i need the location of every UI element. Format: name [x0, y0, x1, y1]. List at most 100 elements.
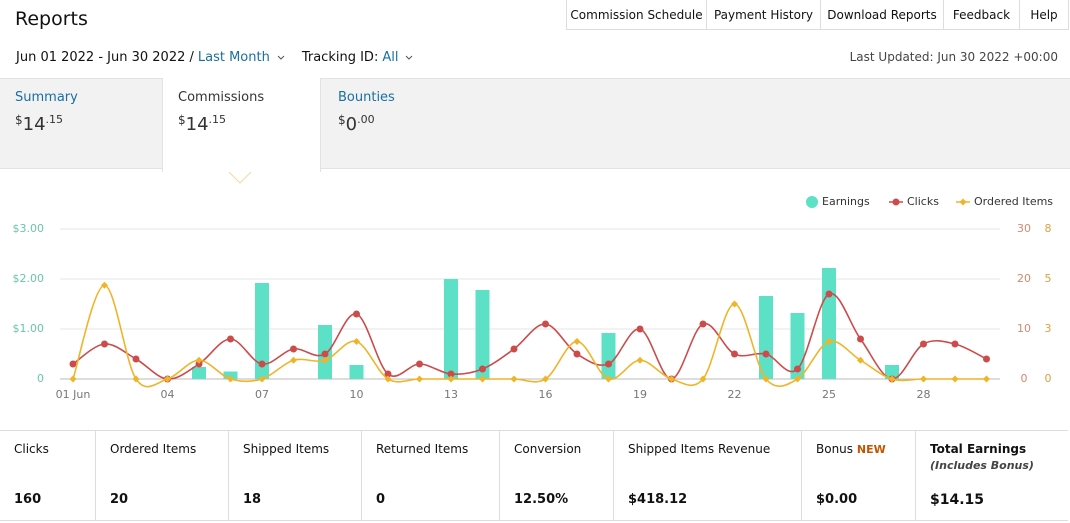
- line: [72, 284, 987, 388]
- point: [794, 365, 801, 373]
- amount-fraction: .00: [357, 113, 375, 126]
- stat-label: Ordered Items: [110, 442, 197, 456]
- point: [920, 340, 927, 348]
- point: [605, 375, 612, 383]
- stat: Bonus NEW $0.00: [802, 431, 916, 520]
- stat: Clicks 160: [0, 431, 96, 520]
- point: [951, 340, 959, 348]
- stat-value: $418.12: [628, 492, 688, 507]
- amount: 14: [185, 114, 209, 135]
- x-tick-label: 28: [917, 388, 931, 401]
- bar: [223, 371, 238, 379]
- y3-tick-label: 8: [1045, 222, 1052, 235]
- bar: [759, 296, 773, 379]
- stat-value: 12.50%: [514, 492, 569, 507]
- bar: [822, 268, 836, 379]
- chevron: [406, 55, 413, 60]
- point: [227, 335, 234, 343]
- tab[interactable]: Bounties $0.00: [323, 78, 483, 172]
- amount-fraction: .15: [45, 113, 64, 126]
- point: [542, 375, 549, 383]
- y-tick-label: $3.00: [13, 222, 45, 235]
- nav-button[interactable]: Commission Schedule: [566, 0, 707, 30]
- point: [983, 375, 990, 383]
- point: [132, 375, 140, 383]
- tab-label: Commissions: [178, 90, 265, 105]
- point: [101, 340, 108, 348]
- page-title: Reports: [15, 8, 88, 30]
- stat-label: Clicks: [14, 442, 49, 456]
- filter-bar: Jun 01 2022 - Jun 30 2022 / Last Month T…: [16, 50, 416, 65]
- tracking-label: Tracking ID:: [301, 50, 379, 65]
- amount-fraction: .15: [208, 113, 227, 126]
- x-tick-label: 19: [633, 388, 647, 401]
- stat-value: $0.00: [816, 492, 858, 507]
- chart: 0 $1.00 $2.00 $3.00 0 10 20 30 0 3 5 8 01 Jun 04 07 10 1…: [13, 171, 1053, 401]
- x-tick-label: 22: [728, 388, 742, 401]
- tab-label: Bounties: [338, 90, 395, 105]
- bar: [601, 333, 616, 379]
- tab-caret: [228, 171, 252, 184]
- y-tick-label: $1.00: [13, 322, 45, 335]
- point: [762, 350, 770, 358]
- point: [321, 350, 329, 358]
- point: [794, 375, 801, 383]
- stat-label: Shipped Items Revenue: [628, 442, 771, 456]
- date-range: Jun 01 2022 - Jun 30 2022 /: [16, 50, 194, 65]
- point: [857, 335, 864, 343]
- period-link[interactable]: Last Month: [197, 50, 270, 65]
- point: [195, 360, 203, 368]
- tab-active[interactable]: Commissions $14.15: [162, 78, 321, 172]
- y2-tick-label: 30: [1017, 222, 1031, 235]
- stat: Ordered Items 20: [96, 431, 229, 520]
- x-tick-label: 10: [350, 388, 364, 401]
- point: [542, 320, 549, 328]
- last-updated: Last Updated: Jun 30 2022 +00:00: [849, 50, 1058, 64]
- line: [72, 292, 987, 380]
- point: [762, 375, 770, 383]
- bar: [444, 279, 458, 379]
- x-tick-label: 07: [255, 388, 269, 401]
- point: [290, 356, 297, 364]
- stat-label: Returned Items: [376, 442, 469, 456]
- point: [290, 345, 297, 353]
- nav-button[interactable]: Help: [1019, 0, 1069, 30]
- x-tick-label: 16: [539, 388, 553, 401]
- point: [668, 375, 675, 383]
- currency: $: [178, 113, 186, 127]
- point: [605, 360, 612, 368]
- y3-tick-label: 5: [1045, 272, 1052, 285]
- point: [416, 360, 423, 368]
- point: [731, 350, 738, 358]
- x-tick-label: 13: [444, 388, 458, 401]
- point: [920, 375, 927, 383]
- stat: Total Earnings (Includes Bonus) $14.15: [916, 431, 1068, 520]
- bar: [475, 290, 490, 379]
- point: [69, 360, 77, 368]
- y2-tick-label: 0: [1021, 372, 1028, 385]
- point: [825, 338, 833, 345]
- point: [699, 320, 707, 328]
- y-tick-label: 0: [37, 372, 44, 385]
- y2-tick-label: 10: [1017, 322, 1031, 335]
- stat-label: Total Earnings: [930, 442, 1027, 456]
- nav-button[interactable]: Feedback: [943, 0, 1020, 30]
- point: [384, 370, 392, 378]
- tracking-value[interactable]: All: [382, 50, 399, 65]
- y3-tick-label: 0: [1045, 372, 1052, 385]
- currency: $: [15, 113, 23, 127]
- bar: [192, 367, 206, 379]
- tab-label: Summary: [15, 90, 78, 105]
- tab[interactable]: Summary $14.15: [0, 78, 162, 172]
- point: [951, 375, 959, 383]
- nav-button[interactable]: Download Reports: [820, 0, 944, 30]
- bar: [349, 365, 364, 379]
- stat-label: Bonus: [816, 442, 854, 456]
- point: [447, 375, 455, 383]
- stat-label: Shipped Items: [243, 442, 330, 456]
- point: [510, 345, 518, 353]
- nav-button[interactable]: Payment History: [706, 0, 821, 30]
- x-tick-label: 04: [161, 388, 175, 401]
- point: [416, 375, 423, 383]
